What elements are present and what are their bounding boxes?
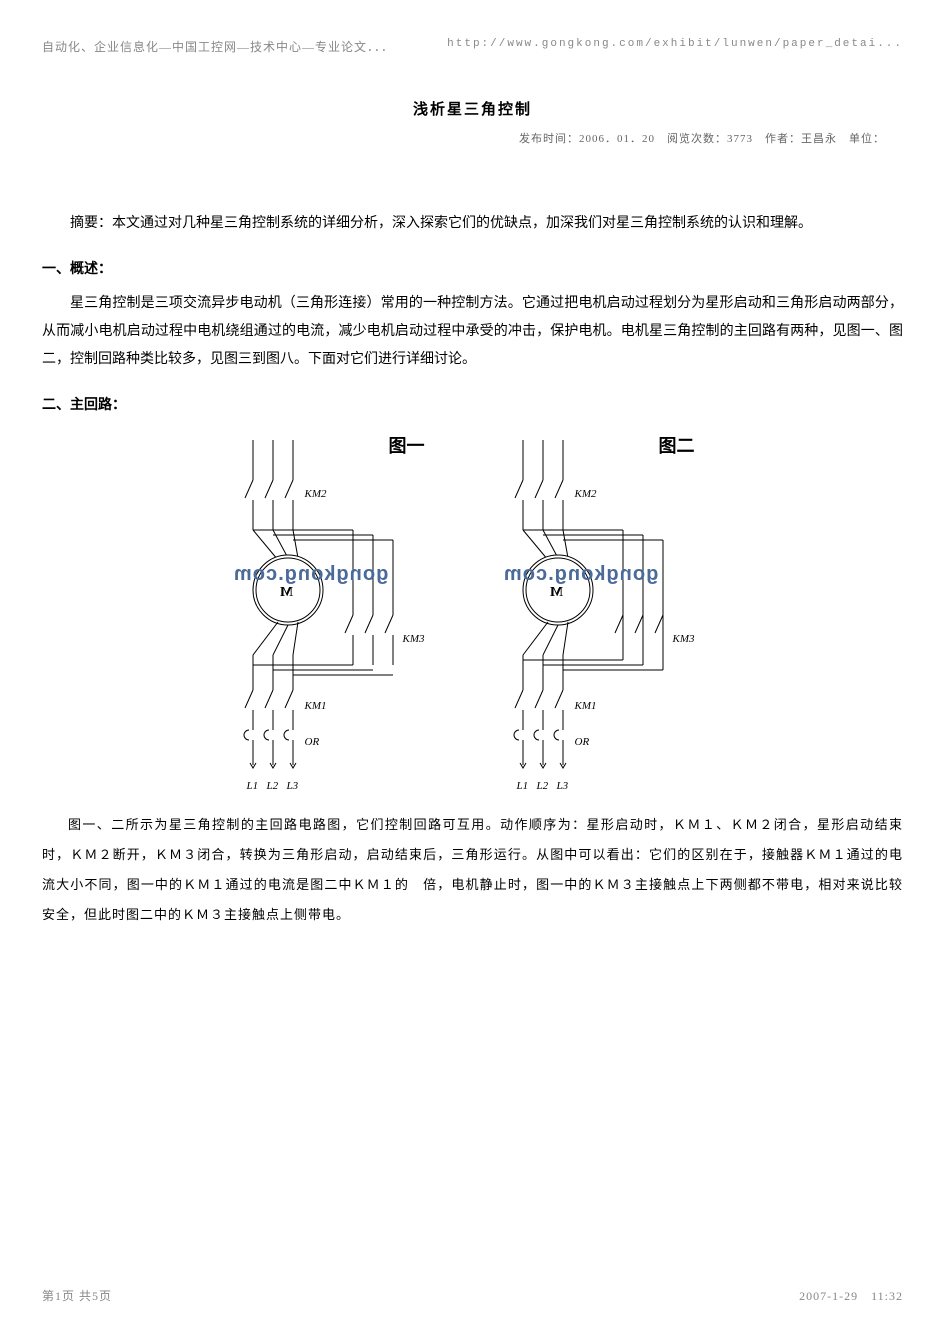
analysis-text: 图一、二所示为星三角控制的主回路电路图，它们控制回路可互用。动作顺序为：星形启动… <box>42 810 903 930</box>
section-1-heading: 一、概述： <box>42 256 903 284</box>
l1-label: L1 <box>517 772 529 800</box>
diagram-row: 图一 gongkong.com M <box>42 430 903 790</box>
article-title: 浅析星三角控制 <box>0 98 945 119</box>
page-footer: 第1页 共5页 2007-1-29 11:32 <box>42 1287 903 1304</box>
or-label: OR <box>305 728 320 756</box>
section-2-heading: 二、主回路： <box>42 392 903 420</box>
article-body: 摘要：本文通过对几种星三角控制系统的详细分析，深入探索它们的优缺点，加深我们对星… <box>42 210 903 936</box>
km3-label: KM3 <box>673 625 695 653</box>
l3-label: L3 <box>287 772 299 800</box>
diagram-2-title: 图二 <box>659 432 695 460</box>
abstract: 摘要：本文通过对几种星三角控制系统的详细分析，深入探索它们的优缺点，加深我们对星… <box>42 210 903 238</box>
diagram-1: 图一 gongkong.com M <box>223 430 453 790</box>
km3-label: KM3 <box>403 625 425 653</box>
article-meta: 发布时间：2006．01．20 阅览次数：3773 作者：王昌永 单位： <box>519 130 885 146</box>
km1-label: KM1 <box>305 692 327 720</box>
l2-label: L2 <box>267 772 279 800</box>
l1-label: L1 <box>247 772 259 800</box>
svg-text:M: M <box>549 585 562 600</box>
section-1-body: 星三角控制是三项交流异步电动机（三角形连接）常用的一种控制方法。它通过把电机启动… <box>42 290 903 374</box>
header-url: http://www.gongkong.com/exhibit/lunwen/p… <box>447 38 903 55</box>
km2-label: KM2 <box>575 480 597 508</box>
svg-text:M: M <box>279 585 292 600</box>
print-timestamp: 2007-1-29 11:32 <box>799 1287 903 1304</box>
circuit-diagram-1: M <box>223 430 453 790</box>
km1-label: KM1 <box>575 692 597 720</box>
l2-label: L2 <box>537 772 549 800</box>
header-breadcrumb: 自动化、企业信息化—中国工控网—技术中心—专业论文．．． <box>42 38 394 55</box>
diagram-2: 图二 gongkong.com M <box>493 430 723 790</box>
page-number: 第1页 共5页 <box>42 1287 112 1304</box>
l3-label: L3 <box>557 772 569 800</box>
circuit-diagram-2: M <box>493 430 723 790</box>
or-label: OR <box>575 728 590 756</box>
page-header: 自动化、企业信息化—中国工控网—技术中心—专业论文．．． http://www.… <box>42 38 903 55</box>
km2-label: KM2 <box>305 480 327 508</box>
diagram-1-title: 图一 <box>389 432 425 460</box>
